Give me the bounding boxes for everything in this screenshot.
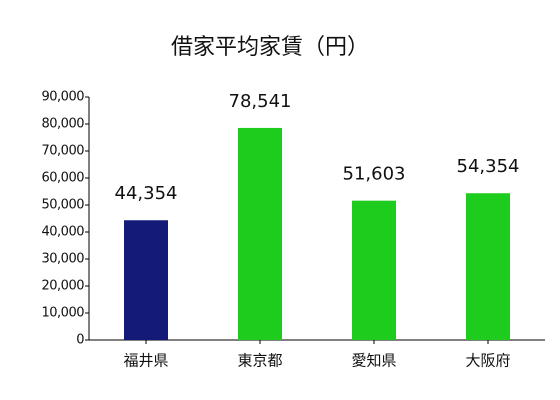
x-tick-label: 福井県 bbox=[123, 352, 168, 370]
y-tick-label: 20,000 bbox=[42, 279, 85, 294]
x-tick-label: 東京都 bbox=[237, 352, 282, 370]
y-tick-label: 70,000 bbox=[42, 144, 85, 159]
x-tick-label: 愛知県 bbox=[351, 352, 396, 370]
y-tick-label: 40,000 bbox=[42, 225, 85, 240]
value-label: 54,354 bbox=[457, 156, 520, 177]
x-tick-label: 大阪府 bbox=[465, 352, 510, 370]
bar bbox=[352, 200, 396, 340]
value-label: 44,354 bbox=[115, 183, 178, 204]
y-tick-label: 90,000 bbox=[42, 90, 85, 105]
y-tick-label: 50,000 bbox=[42, 198, 85, 213]
bar bbox=[124, 220, 168, 340]
bar bbox=[466, 193, 510, 340]
y-tick-label: 80,000 bbox=[42, 117, 85, 132]
value-label: 78,541 bbox=[229, 91, 292, 112]
y-tick-label: 30,000 bbox=[42, 252, 85, 267]
value-label: 51,603 bbox=[343, 164, 406, 185]
y-tick-label: 60,000 bbox=[42, 171, 85, 186]
chart-title: 借家平均家賃（円） bbox=[171, 35, 369, 60]
bar bbox=[238, 127, 282, 340]
y-tick-label: 0 bbox=[76, 333, 84, 348]
y-tick-label: 10,000 bbox=[42, 306, 85, 321]
